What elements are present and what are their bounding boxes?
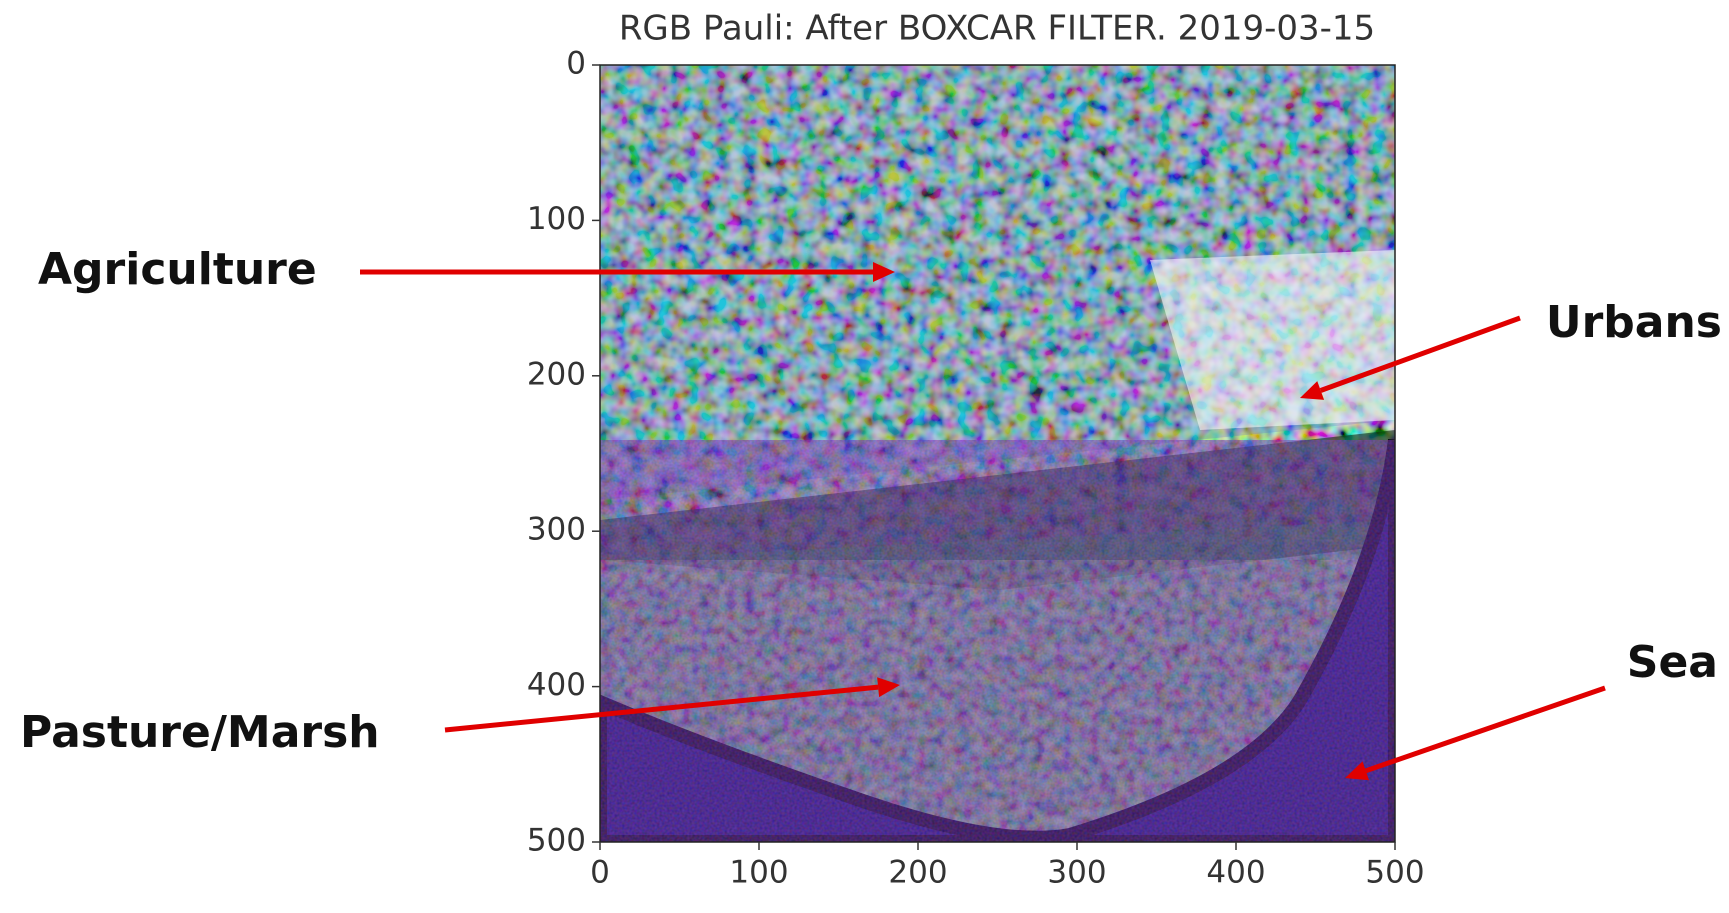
annotation-label: Sea [1627, 637, 1718, 688]
y-tick-label: 400 [527, 667, 586, 703]
y-tick-label: 0 [566, 46, 586, 82]
y-tick-label: 300 [527, 512, 586, 548]
x-tick-label: 200 [888, 855, 947, 891]
x-tick-label: 500 [1365, 855, 1424, 891]
x-tick-label: 400 [1206, 855, 1265, 891]
chart-title: RGB Pauli: After BOXCAR FILTER. 2019-03-… [619, 9, 1375, 49]
annotation-arrow [1366, 688, 1605, 771]
pauli-image [600, 65, 1395, 842]
annotation-label: Pasture/Marsh [20, 707, 380, 758]
y-tick-label: 100 [527, 201, 586, 237]
y-tick-label: 500 [527, 823, 586, 859]
x-tick-label: 300 [1047, 855, 1106, 891]
x-tick-label: 0 [590, 855, 610, 891]
figure: RGB Pauli: After BOXCAR FILTER. 2019-03-… [0, 0, 1729, 913]
annotation-label: Agriculture [38, 244, 317, 295]
x-tick-label: 100 [729, 855, 788, 891]
annotation-label: Urbans [1546, 297, 1722, 348]
y-tick-label: 200 [527, 356, 586, 392]
